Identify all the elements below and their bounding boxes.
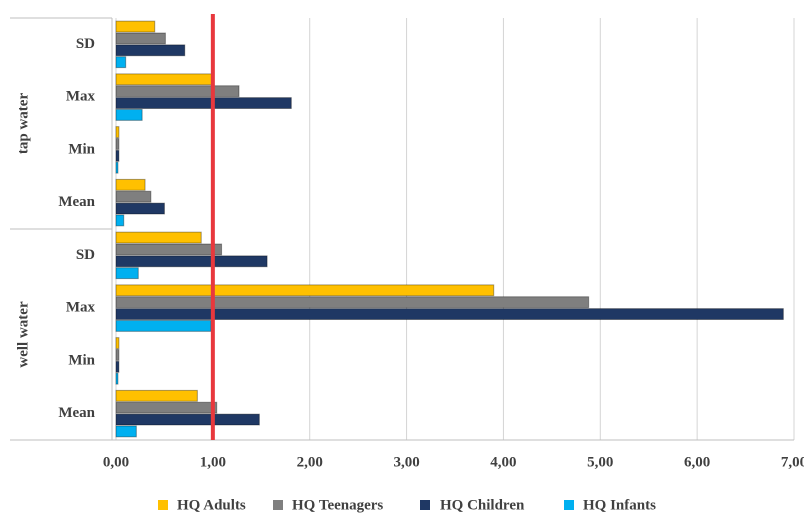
bar [115,214,125,227]
bar [115,202,165,215]
bar [115,149,120,162]
group-label: well water [15,301,31,368]
bar [115,319,212,332]
x-tick-label: 6,00 [684,454,710,470]
bar [115,255,268,268]
group-label: tap water [15,93,31,155]
bar [115,413,260,426]
bar [115,296,590,309]
x-tick-label: 1,00 [200,454,226,470]
legend-swatch [273,500,283,510]
bar [115,190,152,203]
bar [115,349,120,361]
legend-swatch [158,500,168,510]
bar [115,267,139,280]
bar [115,56,127,69]
bar [115,308,784,320]
x-tick-label: 0,00 [103,454,129,470]
bar [115,401,218,414]
bar [115,389,198,402]
category-label: Max [66,89,96,105]
bar [115,360,120,373]
bar [115,108,143,121]
bar [115,44,186,57]
x-tick-label: 2,00 [297,454,323,470]
category-label: Max [66,300,96,316]
bar [115,337,120,350]
x-tick-label: 3,00 [393,454,419,470]
bar [115,284,495,297]
bar [115,126,120,139]
legend-label: HQ Teenagers [292,497,383,513]
bar [115,85,240,98]
bar [115,161,119,174]
legend-swatch [564,500,574,510]
bar [115,243,223,256]
category-label: Mean [58,405,95,421]
category-label: Mean [58,194,95,210]
bar [115,372,119,385]
category-label: SD [76,36,95,52]
bar [115,231,202,244]
category-label: Min [68,141,95,157]
legend-label: HQ Children [440,497,525,513]
x-tick-label: 4,00 [490,454,516,470]
legend-label: HQ Infants [583,497,656,513]
x-tick-label: 5,00 [587,454,613,470]
bar [115,178,146,191]
bar [115,425,137,438]
legend-label: HQ Adults [177,497,246,513]
bar [115,20,156,33]
bar [115,138,120,150]
bar [115,73,215,86]
x-tick-label: 7,00 [781,454,804,470]
bar [115,32,166,45]
bar [115,97,292,109]
category-label: Min [68,352,95,368]
legend-swatch [420,500,430,510]
category-label: SD [76,247,95,263]
